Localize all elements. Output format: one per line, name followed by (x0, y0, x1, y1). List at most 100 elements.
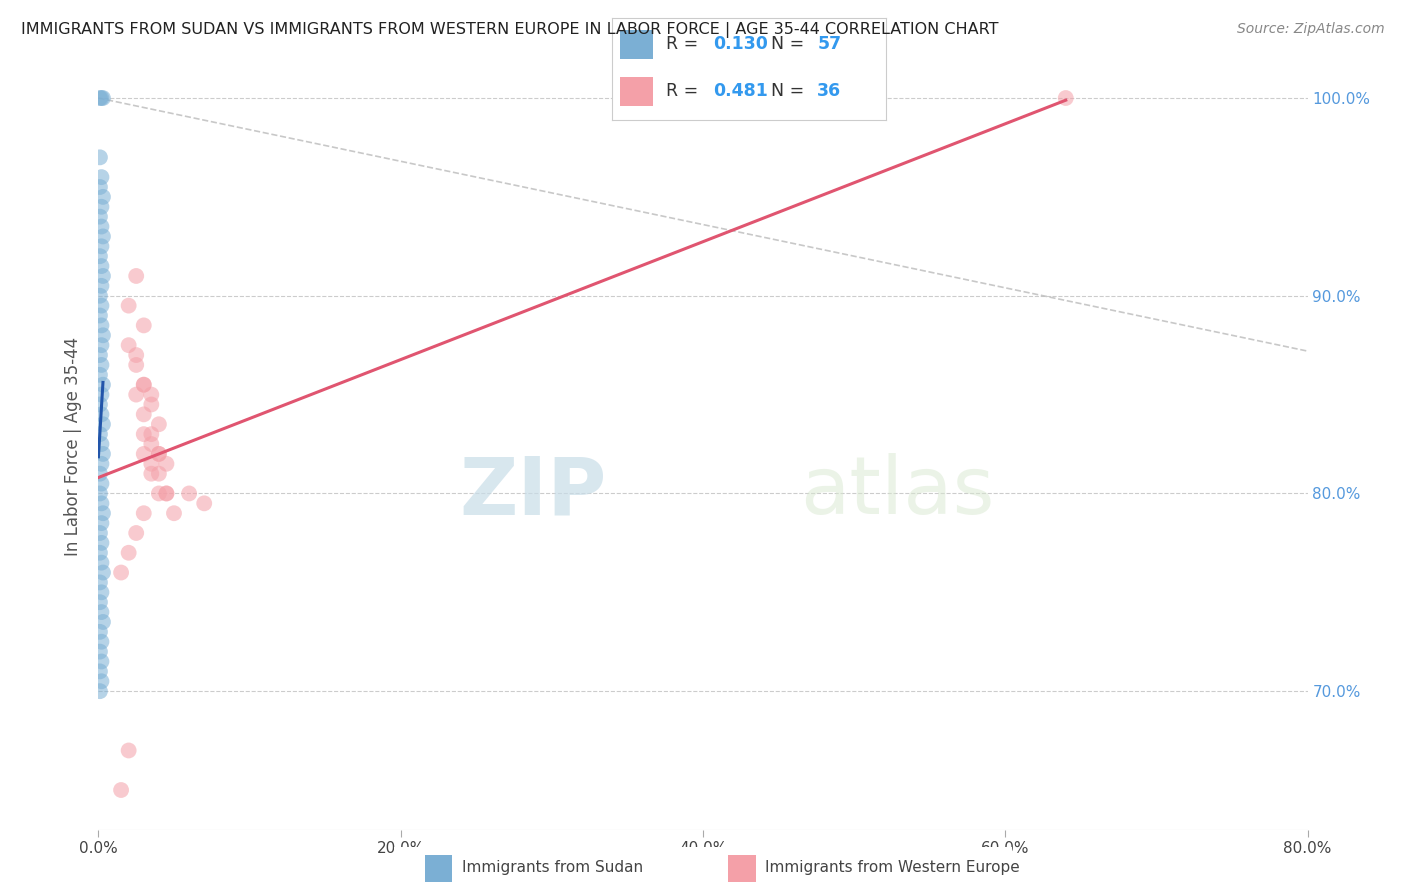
Point (91, 417, 114, 432)
Point (1054, 91, 1077, 105)
Y-axis label: In Labor Force | Age 35-44: In Labor Force | Age 35-44 (65, 336, 83, 556)
Point (90, 674, 112, 689)
Point (89, 684, 111, 698)
Text: Source: ZipAtlas.com: Source: ZipAtlas.com (1237, 22, 1385, 37)
Point (141, 457, 163, 471)
Point (91, 447, 114, 461)
Point (125, 348, 148, 362)
Point (90, 496, 112, 510)
Point (118, 299, 141, 313)
Bar (425, 855, 453, 881)
Point (89, 91, 111, 105)
Point (89, 467, 111, 481)
Text: N =: N = (770, 35, 810, 53)
Point (91, 91, 114, 105)
Text: N =: N = (770, 82, 810, 100)
Point (148, 447, 170, 461)
Point (89, 546, 111, 560)
Point (125, 358, 148, 372)
Text: 57: 57 (817, 35, 841, 53)
Point (132, 377, 155, 392)
Point (91, 566, 114, 580)
Text: 0.481: 0.481 (713, 82, 768, 100)
Point (125, 268, 148, 283)
Text: atlas: atlas (800, 453, 994, 531)
Point (90, 634, 112, 648)
Point (90, 259, 112, 273)
Point (90, 437, 112, 451)
Point (89, 309, 111, 323)
Point (91, 506, 114, 520)
Point (90, 299, 112, 313)
Point (141, 437, 163, 451)
Point (163, 506, 186, 520)
Point (89, 249, 111, 263)
Point (125, 526, 148, 541)
Text: IMMIGRANTS FROM SUDAN VS IMMIGRANTS FROM WESTERN EUROPE IN LABOR FORCE | AGE 35-: IMMIGRANTS FROM SUDAN VS IMMIGRANTS FROM… (21, 22, 998, 38)
Text: 36: 36 (817, 82, 841, 100)
Point (89, 624, 111, 639)
Point (90, 536, 112, 550)
Point (118, 546, 141, 560)
Point (89, 289, 111, 303)
Point (148, 486, 170, 500)
Point (89, 150, 111, 164)
Point (132, 506, 155, 520)
Point (179, 486, 201, 500)
Text: Immigrants from Western Europe: Immigrants from Western Europe (765, 860, 1019, 875)
Point (91, 328, 114, 343)
Point (90, 585, 112, 599)
Point (132, 408, 155, 422)
Point (90, 556, 112, 570)
Point (90, 457, 112, 471)
Text: R =: R = (666, 82, 704, 100)
Point (89, 575, 111, 590)
Point (90, 476, 112, 491)
Text: Immigrants from Sudan: Immigrants from Sudan (461, 860, 643, 875)
Point (155, 486, 177, 500)
Point (89, 348, 111, 362)
Point (90, 387, 112, 401)
Point (90, 408, 112, 422)
Point (132, 447, 155, 461)
Point (141, 427, 163, 442)
Point (90, 605, 112, 619)
Point (193, 496, 215, 510)
Point (90, 516, 112, 530)
Bar (620, 30, 652, 59)
Point (90, 358, 112, 372)
Point (89, 595, 111, 609)
Point (155, 486, 177, 500)
Point (89, 486, 111, 500)
Point (90, 200, 112, 214)
Point (90, 239, 112, 253)
Point (89, 210, 111, 224)
Point (90, 91, 112, 105)
Point (141, 387, 163, 401)
Point (141, 397, 163, 411)
Point (90, 338, 112, 352)
Point (91, 377, 114, 392)
Point (89, 397, 111, 411)
Point (91, 268, 114, 283)
Point (132, 427, 155, 442)
Point (118, 338, 141, 352)
Point (89, 368, 111, 382)
Point (89, 645, 111, 659)
Point (155, 457, 177, 471)
Point (89, 526, 111, 541)
Point (89, 180, 111, 194)
Text: 0.130: 0.130 (713, 35, 768, 53)
Point (110, 783, 132, 797)
Point (90, 655, 112, 669)
Point (148, 447, 170, 461)
Point (110, 566, 132, 580)
Point (132, 377, 155, 392)
Point (125, 387, 148, 401)
Text: ZIP: ZIP (458, 453, 606, 531)
Point (91, 190, 114, 204)
Point (89, 665, 111, 679)
Bar (728, 855, 755, 881)
Point (91, 615, 114, 629)
Point (148, 417, 170, 432)
